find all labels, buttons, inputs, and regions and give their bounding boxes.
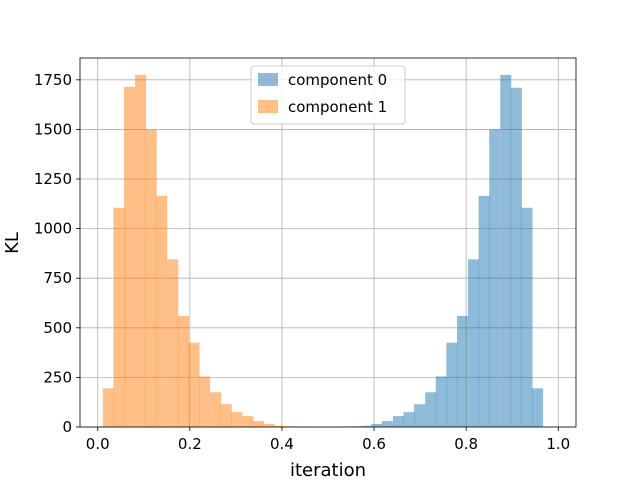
bar-series-1-bin-8 <box>188 342 200 427</box>
x-tick-label-4: 0.8 <box>454 435 478 453</box>
bar-series-1-bin-16 <box>274 425 286 427</box>
y-tick-label-0: 0 <box>62 418 72 436</box>
bar-series-0-bin-3 <box>371 424 383 427</box>
bar-series-1-bin-14 <box>252 421 264 427</box>
y-tick-label-4: 1000 <box>34 220 72 238</box>
y-axis-ticks: 0 250 500 750 1000 1250 1500 1750 <box>34 71 80 436</box>
y-tick-label-6: 1500 <box>34 120 72 138</box>
bar-series-1-bin-2 <box>123 86 136 428</box>
plot-frame <box>79 57 577 428</box>
bar-series-0-bin-9 <box>435 376 447 427</box>
bar-series-1-bin-6 <box>167 259 179 427</box>
bar-series-1-bin-11 <box>220 404 232 427</box>
x-tick-label-5: 1.0 <box>546 435 570 453</box>
x-tick-label-2: 0.4 <box>270 435 294 453</box>
bar-series-1-bin-4 <box>145 129 157 427</box>
bar-series-0-bin-10 <box>446 342 458 427</box>
y-tick-label-1: 250 <box>43 368 72 386</box>
bar-series-0-bin-18 <box>532 388 544 427</box>
bar-series-1-bin-0 <box>102 388 114 427</box>
bar-series-0-bin-2 <box>360 425 372 427</box>
bar-series-1-bin-15 <box>263 424 275 427</box>
bar-series-0-bin-5 <box>392 416 404 427</box>
x-tick-label-3: 0.6 <box>362 435 386 453</box>
y-tick-label-5: 1250 <box>34 170 72 188</box>
bar-series-0-bin-11 <box>456 315 468 427</box>
legend-swatch-0 <box>258 73 278 86</box>
bar-series-0-bin-17 <box>521 207 533 427</box>
bar-series-1-bin-10 <box>210 392 222 427</box>
bar-series-1-bin-9 <box>199 376 211 427</box>
bar-series-0-bin-14 <box>489 129 501 427</box>
bar-series-0-bin-8 <box>425 392 437 427</box>
bar-series-0-bin-7 <box>414 404 426 427</box>
legend-box <box>250 65 406 125</box>
bar-series-0-bin-6 <box>403 412 415 427</box>
bar-series-0-bin-12 <box>468 259 480 427</box>
bar-series-0-bin-16 <box>510 87 522 428</box>
legend: component 0 component 1 <box>250 65 406 125</box>
legend-label-1: component 1 <box>288 98 387 116</box>
y-tick-label-3: 750 <box>43 269 72 287</box>
x-tick-label-1: 0.2 <box>178 435 202 453</box>
y-tick-label-2: 500 <box>43 319 72 337</box>
x-tick-label-0: 0.0 <box>86 435 110 453</box>
bar-series-1-bin-5 <box>156 195 168 427</box>
bar-series-1-bin-13 <box>242 416 254 427</box>
legend-swatch-1 <box>258 100 278 113</box>
x-axis-ticks: 0.0 0.2 0.4 0.6 0.8 1.0 <box>86 427 570 453</box>
bar-series-0-bin-4 <box>381 421 393 427</box>
bar-series-1-bin-7 <box>177 315 189 427</box>
bar-series-1-bin-3 <box>135 74 147 427</box>
bar-series-0-bin-15 <box>500 74 512 427</box>
x-axis-label: iteration <box>290 460 366 480</box>
y-axis-label: KL <box>2 232 23 254</box>
histogram-bars <box>102 74 544 428</box>
bar-series-1-bin-12 <box>231 412 243 427</box>
y-tick-label-7: 1750 <box>34 71 72 89</box>
bar-series-0-bin-13 <box>478 195 490 427</box>
legend-label-0: component 0 <box>288 71 387 89</box>
bar-series-1-bin-1 <box>113 207 125 427</box>
